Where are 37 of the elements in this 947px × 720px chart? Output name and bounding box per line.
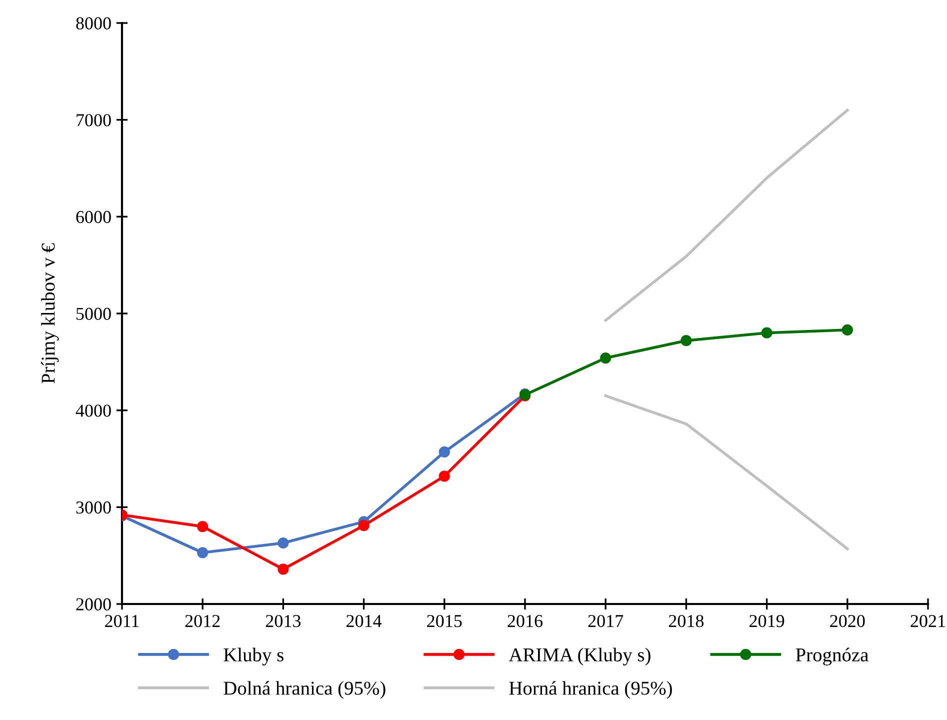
x-tick-label: 2012	[185, 614, 220, 628]
point	[278, 564, 289, 575]
y-tick-label: 4000	[76, 404, 111, 417]
point	[438, 446, 450, 458]
x-tick-label: 2013	[266, 614, 301, 628]
legend-label: Horná hranica (95%)	[509, 681, 672, 699]
x-tick-label: 2020	[830, 614, 865, 628]
point	[197, 547, 208, 558]
y-tick-label: 6000	[76, 210, 111, 224]
x-tick-label: 2019	[750, 614, 784, 628]
legend-label: Dolná hranica (95%)	[224, 681, 386, 699]
y-tick-label: 8000	[76, 17, 111, 30]
y-tick-label: 3000	[76, 501, 111, 514]
line-series	[604, 108, 849, 322]
point	[842, 324, 853, 336]
x-tick-label: 2016	[508, 614, 543, 628]
point	[438, 470, 450, 482]
x-tick-label: 2011	[105, 614, 139, 628]
legend-label: Prognóza	[796, 648, 868, 666]
point	[761, 327, 772, 338]
x-tick-label: 2021	[910, 614, 945, 628]
legend-label: ARIMA (Kluby s)	[508, 648, 650, 666]
x-tick-label: 2015	[427, 614, 462, 628]
point	[680, 335, 692, 346]
legend-label: Kluby s	[224, 648, 284, 666]
point	[600, 352, 612, 364]
point	[278, 537, 289, 549]
x-tick-label: 2018	[668, 614, 704, 628]
x-tick-label: 2014	[346, 614, 382, 628]
y-axis-title: Príjmy klubov v €	[41, 243, 59, 384]
y-tick-label: 5000	[76, 308, 111, 320]
y-tick-label: 2000	[76, 598, 111, 610]
point	[358, 520, 370, 532]
y-tick-label: 7000	[76, 114, 111, 126]
point	[197, 520, 208, 532]
x-tick-label: 2017	[588, 614, 624, 628]
line-series	[604, 394, 849, 550]
